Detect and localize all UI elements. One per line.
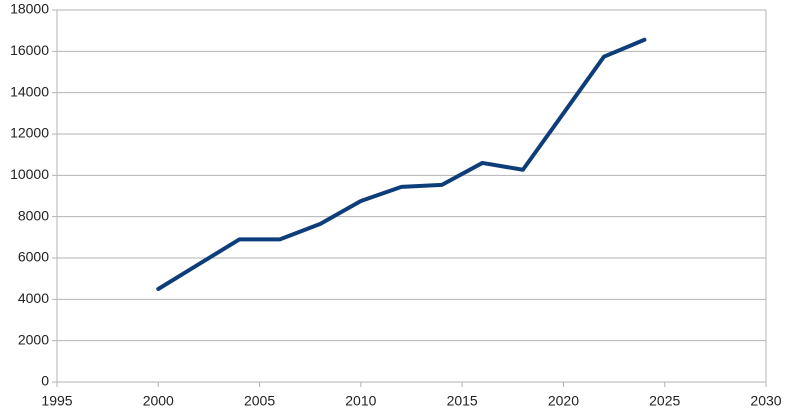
y-tick-label: 14000 bbox=[10, 83, 49, 99]
data-line bbox=[156, 37, 647, 291]
y-tick-label: 0 bbox=[41, 373, 49, 389]
y-tick-label: 12000 bbox=[10, 125, 49, 141]
y-tick-label: 2000 bbox=[18, 331, 49, 347]
y-tick-label: 4000 bbox=[18, 290, 49, 306]
x-tick-label: 2000 bbox=[143, 393, 174, 409]
y-tick-label: 18000 bbox=[10, 1, 49, 17]
x-tick-label: 2025 bbox=[649, 393, 680, 409]
y-tick-label: 16000 bbox=[10, 42, 49, 58]
x-tick-label: 2015 bbox=[447, 393, 478, 409]
x-tick-label: 2020 bbox=[548, 393, 579, 409]
x-tick-label: 1995 bbox=[41, 393, 72, 409]
x-tick-label: 2005 bbox=[244, 393, 275, 409]
y-tick-label: 8000 bbox=[18, 207, 49, 223]
y-tick-label: 10000 bbox=[10, 166, 49, 182]
y-tick-label: 6000 bbox=[18, 249, 49, 265]
x-tick-label: 2010 bbox=[345, 393, 376, 409]
x-tick-label: 2030 bbox=[750, 393, 781, 409]
